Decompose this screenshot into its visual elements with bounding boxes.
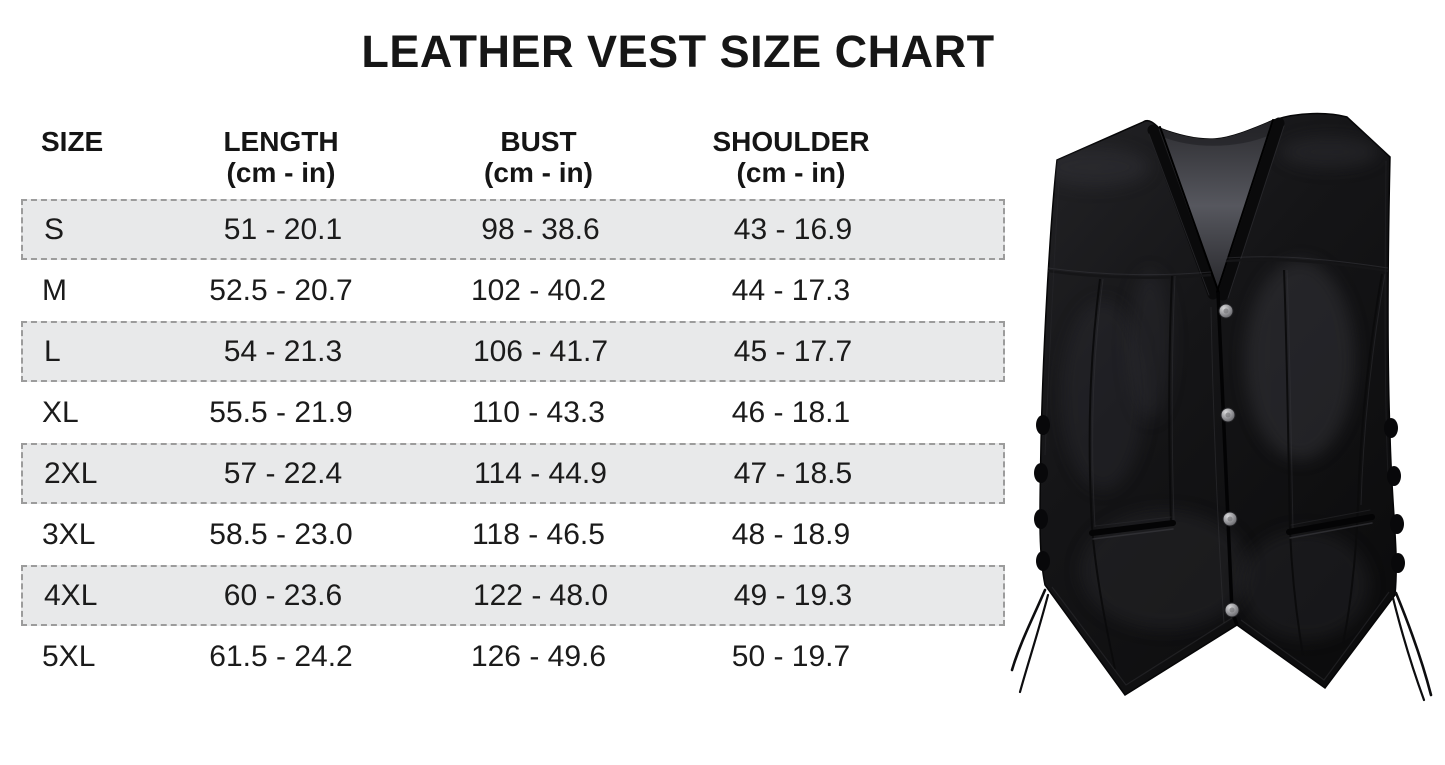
size-cell: XL xyxy=(42,395,79,429)
column-header-label: SHOULDER xyxy=(712,126,870,157)
length-cell: 54 - 21.3 xyxy=(223,334,343,368)
hem-stitching xyxy=(1051,586,1390,686)
shoulder-cell: 44 - 17.3 xyxy=(731,273,851,307)
bust-cell: 110 - 43.3 xyxy=(472,395,605,429)
bust-cell: 122 - 48.0 xyxy=(472,578,609,612)
size-cell: 3XL xyxy=(42,517,96,551)
column-header-sub: (cm - in) xyxy=(736,157,846,188)
length-cell: 61.5 - 24.2 xyxy=(209,639,353,673)
bust-cell: 98 - 38.6 xyxy=(481,212,600,246)
leather-sheen xyxy=(1040,136,1380,640)
size-cell: 5XL xyxy=(42,639,96,673)
column-header-sub: (cm - in) xyxy=(226,157,336,188)
table-row-4xl: 4XL 60 - 23.6 122 - 48.0 49 - 19.3 xyxy=(21,565,1005,626)
size-cell: L xyxy=(44,334,61,368)
page-title: LEATHER VEST SIZE CHART xyxy=(361,26,995,77)
welt-pockets xyxy=(1089,509,1375,540)
length-cell: 51 - 20.1 xyxy=(223,212,343,246)
column-header-bust: BUST (cm - in) xyxy=(411,126,666,199)
panel-seams xyxy=(1088,269,1383,670)
table-row-3xl: 3XL 58.5 - 23.0 118 - 46.5 48 - 18.9 xyxy=(21,504,1005,565)
yoke-seams xyxy=(1047,256,1389,279)
leather-vest-photo xyxy=(1000,95,1445,725)
table-row-s: S 51 - 20.1 98 - 38.6 43 - 16.9 xyxy=(21,199,1005,260)
length-cell: 60 - 23.6 xyxy=(223,578,343,612)
column-header-sub: (cm - in) xyxy=(484,157,593,188)
table-row-xl: XL 55.5 - 21.9 110 - 43.3 46 - 18.1 xyxy=(21,382,1005,443)
shoulder-cell: 45 - 17.7 xyxy=(733,334,853,368)
size-cell: M xyxy=(42,273,67,307)
vneck-trim xyxy=(1147,117,1285,301)
shoulder-cell: 48 - 18.9 xyxy=(731,517,851,551)
length-cell: 55.5 - 21.9 xyxy=(209,395,353,429)
column-header-shoulder: SHOULDER (cm - in) xyxy=(666,126,916,199)
length-cell: 52.5 - 20.7 xyxy=(209,273,353,307)
column-header-label: LENGTH xyxy=(223,126,339,157)
table-header-row: SIZE LENGTH (cm - in) BUST (cm - in) SHO… xyxy=(21,124,1005,199)
panel-seam-highlights xyxy=(1092,269,1386,532)
bust-cell: 102 - 40.2 xyxy=(470,273,607,307)
table-row-2xl: 2XL 57 - 22.4 114 - 44.9 47 - 18.5 xyxy=(21,443,1005,504)
side-laces xyxy=(1010,415,1433,702)
table-row-l: L 54 - 21.3 106 - 41.7 45 - 17.7 xyxy=(21,321,1005,382)
leather-vest-illustration xyxy=(1010,112,1433,702)
shoulder-cell: 50 - 19.7 xyxy=(731,639,851,673)
length-cell: 58.5 - 23.0 xyxy=(209,517,353,551)
vest-lining xyxy=(1159,120,1274,292)
size-cell: S xyxy=(44,212,65,246)
shoulder-cell: 43 - 16.9 xyxy=(733,212,853,246)
length-cell: 57 - 22.4 xyxy=(223,456,343,490)
column-header-size: SIZE xyxy=(21,126,151,199)
shoulder-cell: 46 - 18.1 xyxy=(731,395,851,429)
shoulder-cell: 47 - 18.5 xyxy=(733,456,853,490)
bust-cell: 126 - 49.6 xyxy=(470,639,607,673)
size-cell: 4XL xyxy=(44,578,98,612)
size-cell: 2XL xyxy=(44,456,98,490)
column-header-label: BUST xyxy=(500,126,577,157)
bust-cell: 114 - 44.9 xyxy=(474,456,607,490)
table-row-5xl: 5XL 61.5 - 24.2 126 - 49.6 50 - 19.7 xyxy=(21,626,1005,687)
bust-cell: 118 - 46.5 xyxy=(472,517,605,551)
table-row-m: M 52.5 - 20.7 102 - 40.2 44 - 17.3 xyxy=(21,260,1005,321)
bust-cell: 106 - 41.7 xyxy=(472,334,609,368)
column-header-length: LENGTH (cm - in) xyxy=(151,126,411,199)
snap-buttons xyxy=(1218,303,1240,618)
shoulder-cell: 49 - 19.3 xyxy=(733,578,853,612)
collar-shadow xyxy=(1159,120,1274,146)
size-chart-table: SIZE LENGTH (cm - in) BUST (cm - in) SHO… xyxy=(21,124,1005,687)
column-header-label: SIZE xyxy=(41,126,104,157)
